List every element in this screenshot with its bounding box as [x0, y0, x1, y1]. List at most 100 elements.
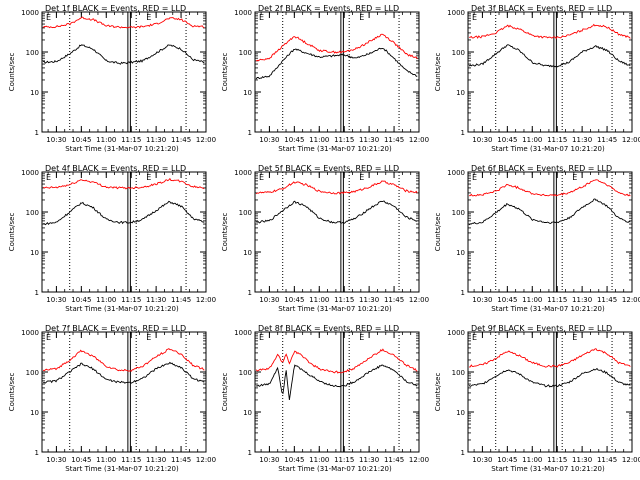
- marker-label-e: E: [359, 333, 364, 342]
- y-tick-label: 100: [26, 369, 39, 377]
- x-tick-label: 11:00: [309, 456, 329, 464]
- x-tick-label: 11:30: [146, 136, 166, 144]
- x-tick-label: 11:00: [522, 456, 542, 464]
- x-tick-label: 11:00: [309, 136, 329, 144]
- y-axis-label: Counts/sec: [8, 53, 16, 92]
- x-tick-label: 10:30: [46, 296, 66, 304]
- y-tick-label: 1: [35, 129, 39, 137]
- marker-label-e: E: [46, 13, 51, 22]
- y-tick-label: 1000: [21, 329, 39, 337]
- marker-label-e: E: [472, 173, 477, 182]
- det-panel-2: Det 2f BLACK = Events, RED = LLD 1 10 100 10…: [221, 4, 429, 153]
- det-panel-8: Det 8f BLACK = Events, RED = LLD 1 10 100 10…: [221, 324, 429, 473]
- panel-title: Det 5f BLACK = Events, RED = LLD: [258, 164, 399, 173]
- series-line-lld: [469, 179, 631, 197]
- x-tick-label: 11:45: [171, 296, 191, 304]
- y-tick-label: 1000: [447, 329, 465, 337]
- plot-frame: [41, 11, 207, 133]
- x-axis-label: Start Time (31-Mar-07 10:21:20): [278, 145, 392, 153]
- x-tick-label: 10:45: [497, 136, 517, 144]
- marker-label-e: E: [46, 333, 51, 342]
- y-tick-label: 1000: [21, 9, 39, 17]
- y-tick-label: 1000: [234, 9, 252, 17]
- x-tick-label: 11:00: [522, 296, 542, 304]
- marker-label-e: E: [572, 173, 577, 182]
- x-tick-label: 11:00: [309, 296, 329, 304]
- plot-frame: [467, 171, 633, 293]
- y-axis-label: Counts/sec: [434, 53, 442, 92]
- x-tick-label: 11:30: [359, 296, 379, 304]
- y-tick-label: 10: [456, 409, 465, 417]
- y-tick-label: 10: [456, 249, 465, 257]
- x-tick-label: 11:00: [96, 456, 116, 464]
- x-tick-label: 11:45: [171, 136, 191, 144]
- panel-title: Det 8f BLACK = Events, RED = LLD: [258, 324, 399, 333]
- panel-title: Det 1f BLACK = Events, RED = LLD: [45, 4, 186, 13]
- plot-frame: [254, 171, 420, 293]
- x-tick-label: 12:00: [622, 136, 640, 144]
- y-tick-label: 10: [243, 249, 252, 257]
- series-line-events: [43, 44, 205, 65]
- y-tick-label: 10: [30, 249, 39, 257]
- y-tick-label: 100: [452, 209, 465, 217]
- marker-label-e: E: [359, 13, 364, 22]
- y-tick-label: 100: [26, 49, 39, 57]
- x-tick-label: 10:30: [46, 136, 66, 144]
- series-line-events: [468, 198, 631, 226]
- series-line-events: [468, 367, 631, 388]
- y-tick-label: 1: [248, 449, 252, 457]
- x-tick-label: 11:45: [384, 456, 404, 464]
- y-tick-label: 1000: [234, 329, 252, 337]
- y-tick-label: 10: [243, 89, 252, 97]
- x-tick-label: 10:30: [472, 296, 492, 304]
- x-tick-label: 12:00: [622, 456, 640, 464]
- x-axis-label: Start Time (31-Mar-07 10:21:20): [278, 305, 392, 313]
- x-tick-label: 10:45: [71, 136, 91, 144]
- x-tick-label: 11:15: [547, 296, 567, 304]
- x-tick-label: 11:15: [547, 456, 567, 464]
- series-line-lld: [42, 16, 205, 29]
- series-line-events: [468, 44, 631, 68]
- y-axis-label: Counts/sec: [8, 373, 16, 412]
- marker-label-e: E: [572, 13, 577, 22]
- y-tick-label: 10: [243, 409, 252, 417]
- y-tick-label: 1000: [447, 169, 465, 177]
- plot-frame: [41, 171, 207, 293]
- x-tick-label: 12:00: [196, 296, 216, 304]
- x-tick-label: 10:45: [71, 456, 91, 464]
- y-tick-label: 10: [456, 89, 465, 97]
- marker-label-e: E: [572, 333, 577, 342]
- panel-title: Det 3f BLACK = Events, RED = LLD: [471, 4, 612, 13]
- det-panel-9: Det 9f BLACK = Events, RED = LLD 1 10 100 10…: [434, 324, 640, 473]
- plot-frame: [41, 331, 207, 453]
- x-axis-label: Start Time (31-Mar-07 10:21:20): [65, 145, 179, 153]
- x-tick-label: 11:30: [146, 296, 166, 304]
- x-tick-label: 11:00: [96, 136, 116, 144]
- marker-label-e: E: [146, 173, 151, 182]
- det-panel-6: Det 6f BLACK = Events, RED = LLD 1 10 100 10…: [434, 164, 640, 313]
- x-tick-label: 11:45: [384, 136, 404, 144]
- y-axis-label: Counts/sec: [434, 373, 442, 412]
- x-axis-label: Start Time (31-Mar-07 10:21:20): [491, 465, 605, 473]
- x-tick-label: 11:15: [334, 456, 354, 464]
- x-tick-label: 11:45: [597, 136, 617, 144]
- marker-label-e: E: [472, 13, 477, 22]
- series-line-events: [255, 200, 418, 224]
- y-axis-label: Counts/sec: [221, 53, 229, 92]
- x-tick-label: 11:45: [384, 296, 404, 304]
- plot-frame: [467, 331, 633, 453]
- x-tick-label: 10:30: [472, 456, 492, 464]
- y-tick-label: 1: [461, 449, 465, 457]
- panel-title: Det 9f BLACK = Events, RED = LLD: [471, 324, 612, 333]
- marker-label-e: E: [259, 333, 264, 342]
- panel-title: Det 4f BLACK = Events, RED = LLD: [45, 164, 186, 173]
- x-tick-label: 11:45: [597, 296, 617, 304]
- marker-label-e: E: [146, 13, 151, 22]
- plot-frame: [254, 331, 420, 453]
- x-tick-label: 12:00: [196, 456, 216, 464]
- x-tick-label: 12:00: [622, 296, 640, 304]
- panel-title: Det 2f BLACK = Events, RED = LLD: [258, 4, 399, 13]
- y-tick-label: 1000: [234, 169, 252, 177]
- det-panel-5: Det 5f BLACK = Events, RED = LLD 1 10 100 10…: [221, 164, 429, 313]
- x-tick-label: 11:30: [572, 136, 592, 144]
